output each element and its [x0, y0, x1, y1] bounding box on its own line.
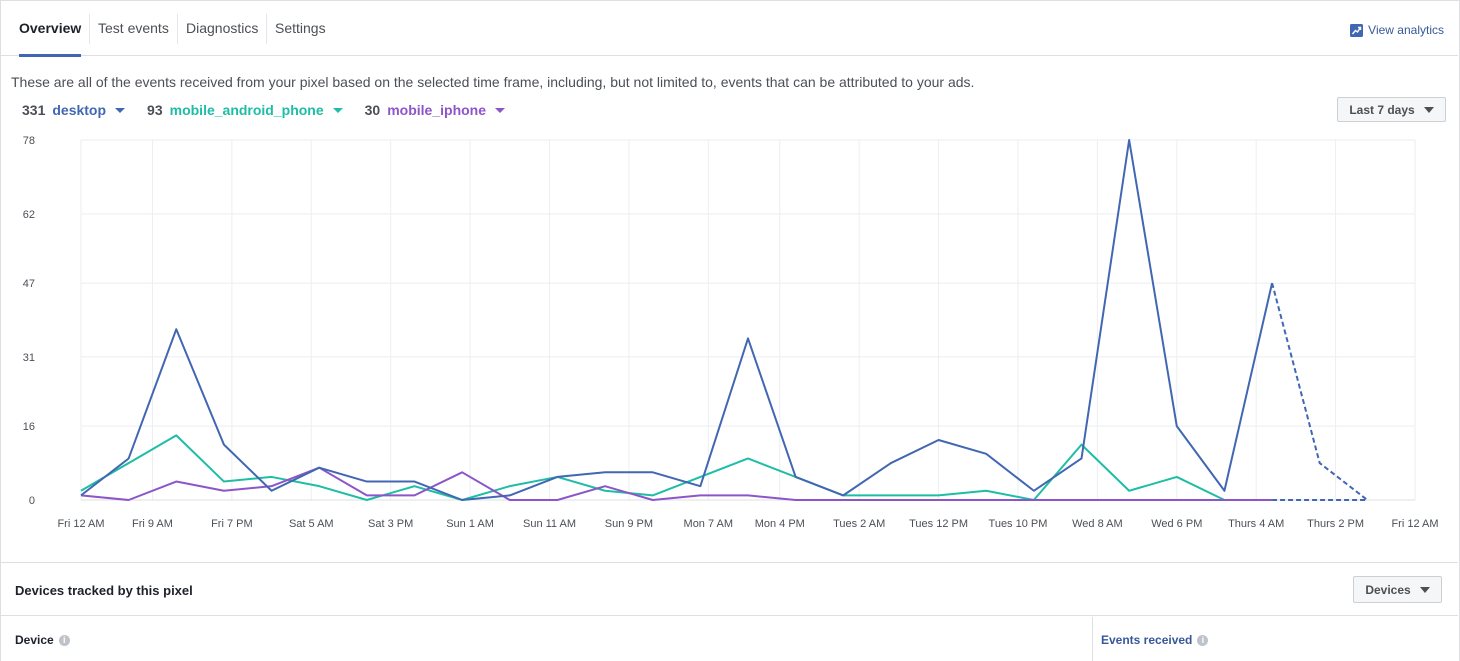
view-analytics-link[interactable]: View analytics [1350, 23, 1444, 37]
tab-divider [89, 14, 90, 44]
events-received-column-header[interactable]: Events received i [1101, 633, 1209, 647]
y-tick-label: 0 [29, 495, 35, 507]
events-description: These are all of the events received fro… [11, 74, 975, 90]
legend-name: mobile_android_phone [169, 102, 324, 118]
x-tick-label: Mon 7 AM [684, 518, 734, 530]
series-line-mobile-android-phone [80, 434, 1225, 501]
time-range-button[interactable]: Last 7 days [1337, 97, 1446, 122]
devices-dropdown-button[interactable]: Devices [1353, 576, 1442, 603]
x-tick-label: Thurs 2 PM [1307, 518, 1364, 530]
x-tick-label: Wed 8 AM [1072, 518, 1123, 530]
legend-name: mobile_iphone [387, 102, 487, 118]
legend-name: desktop [52, 102, 107, 118]
tab-test-events[interactable]: Test events [98, 20, 169, 36]
tab-overview[interactable]: Overview [19, 1, 82, 57]
x-tick-label: Fri 12 AM [57, 518, 104, 530]
device-column-header[interactable]: Device i [15, 633, 70, 647]
series-line-mobile-iphone [80, 466, 1273, 501]
info-icon[interactable]: i [1197, 634, 1209, 646]
y-tick-label: 31 [23, 352, 35, 364]
caret-down-icon [1423, 106, 1434, 113]
devices-section-header: Devices tracked by this pixel [1, 562, 1458, 616]
x-tick-label: Sun 11 AM [523, 518, 576, 530]
info-icon[interactable]: i [58, 634, 70, 646]
tab-diagnostics[interactable]: Diagnostics [186, 20, 259, 36]
x-tick-label: Sun 9 PM [605, 518, 653, 530]
y-tick-label: 62 [23, 209, 35, 221]
column-divider [1092, 617, 1093, 661]
x-tick-label: Fri 7 PM [211, 518, 253, 530]
tab-bar: Overview Test events Diagnostics Setting… [1, 1, 1458, 57]
x-tick-label: Thurs 4 AM [1228, 518, 1284, 530]
devices-button-label: Devices [1365, 582, 1411, 597]
analytics-chart-icon [1350, 23, 1364, 37]
y-tick-label: 78 [23, 135, 35, 147]
tab-divider [266, 14, 267, 44]
x-tick-label: Fri 9 AM [132, 518, 173, 530]
events-received-column-label: Events received [1101, 633, 1193, 647]
x-tick-label: Tues 10 PM [989, 518, 1048, 530]
x-tick-label: Tues 12 PM [909, 518, 968, 530]
y-tick-label: 47 [23, 278, 35, 290]
x-tick-label: Sun 1 AM [446, 518, 494, 530]
devices-section-title: Devices tracked by this pixel [15, 583, 193, 598]
events-line-chart: 78 62 47 31 16 0 Fri 12 AM Fri 9 AM Fri 7 PM Sat … [23, 135, 1439, 530]
x-tick-label: Fri 12 AM [1391, 518, 1438, 530]
y-tick-label: 16 [23, 421, 35, 433]
x-tick-label: Wed 6 PM [1151, 518, 1202, 530]
x-tick-label: Sat 3 PM [368, 518, 413, 530]
series-legend: 331 desktop 93 mobile_android_phone 30 m… [22, 102, 506, 118]
chevron-down-icon [115, 107, 126, 113]
legend-item-desktop[interactable]: 331 desktop [22, 102, 126, 118]
tab-settings[interactable]: Settings [275, 20, 326, 36]
legend-count: 30 [364, 102, 381, 118]
chevron-down-icon [332, 107, 343, 113]
chevron-down-icon [495, 107, 506, 113]
caret-down-icon [1419, 586, 1430, 593]
x-tick-label: Tues 2 AM [833, 518, 885, 530]
x-tick-label: Sat 5 AM [289, 518, 334, 530]
legend-item-mobile-iphone[interactable]: 30 mobile_iphone [364, 102, 506, 118]
x-tick-label: Mon 4 PM [755, 518, 805, 530]
series-line-desktop [80, 139, 1274, 501]
legend-item-mobile-android-phone[interactable]: 93 mobile_android_phone [147, 102, 343, 118]
tab-divider [177, 14, 178, 44]
time-range-label: Last 7 days [1349, 102, 1415, 117]
device-column-label: Device [15, 633, 54, 647]
view-analytics-label: View analytics [1368, 23, 1444, 37]
series-projection-line-desktop [1271, 282, 1368, 501]
legend-count: 93 [147, 102, 163, 118]
legend-count: 331 [22, 102, 46, 118]
